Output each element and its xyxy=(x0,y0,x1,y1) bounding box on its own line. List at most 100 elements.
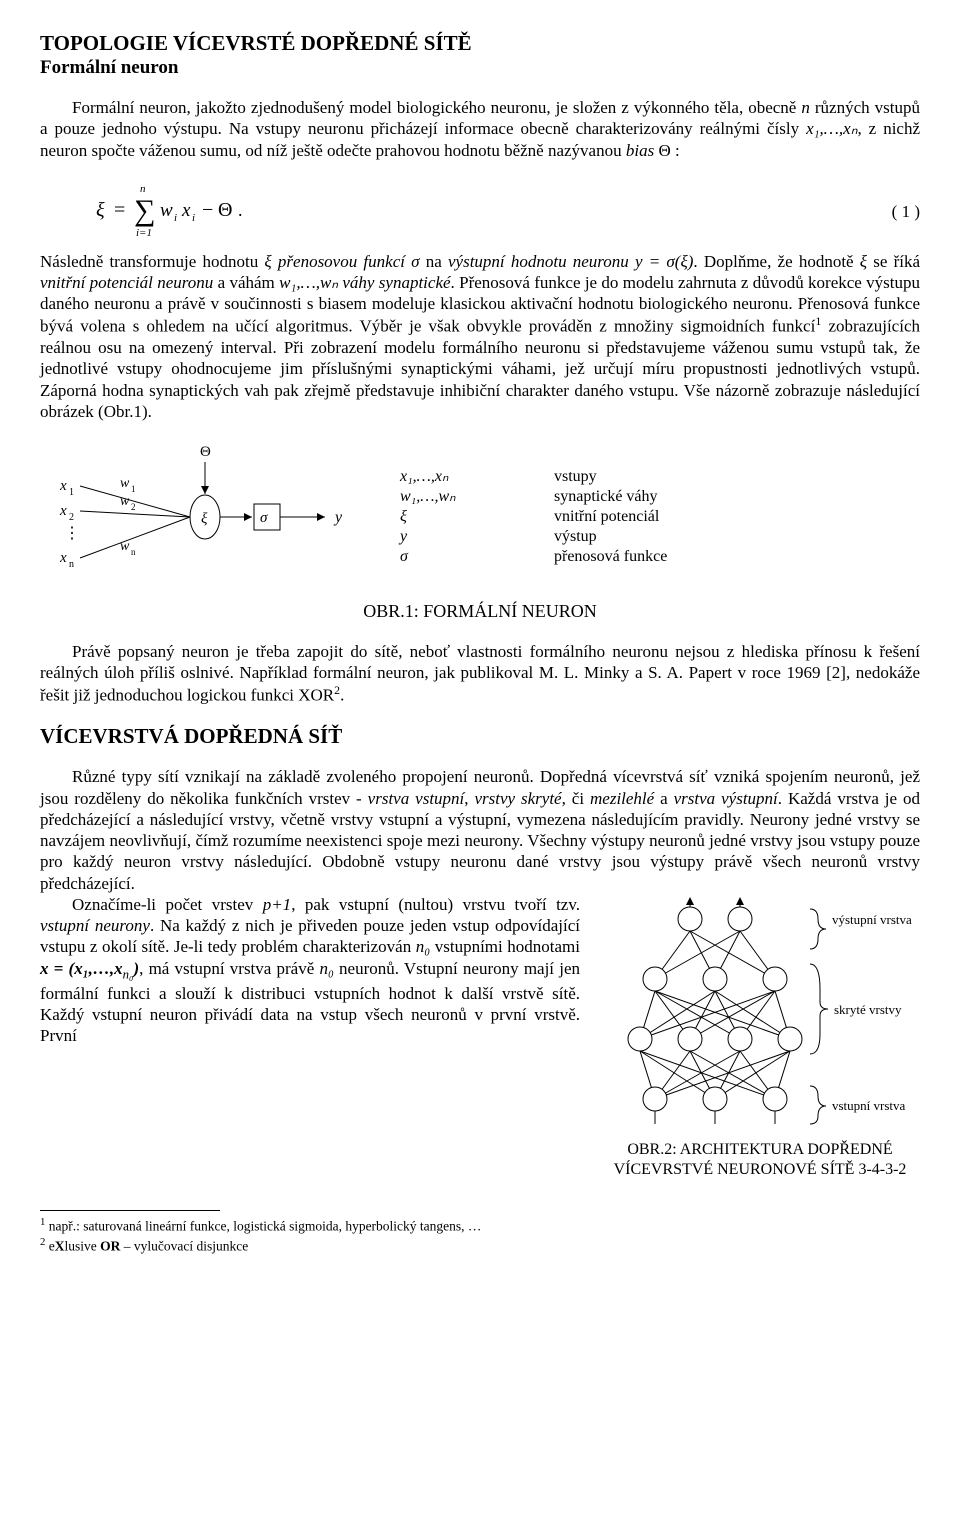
p3-a: Právě popsaný neuron je třeba zapojit do… xyxy=(40,642,920,705)
fn2-e: – vylučovací disjunkce xyxy=(120,1239,248,1254)
svg-text:n: n xyxy=(140,183,146,195)
svg-text:1: 1 xyxy=(131,484,136,494)
fig2-cap-a: OBR.2: ARCHITEKTURA DOPŘEDNÉ xyxy=(627,1141,892,1158)
p2-h: a váhám xyxy=(213,273,279,292)
p2-w: w₁,…,wₙ xyxy=(279,273,338,292)
main-title: TOPOLOGIE VÍCEVRSTÉ DOPŘEDNÉ SÍTĚ xyxy=(40,30,920,56)
sub-title: Formální neuron xyxy=(40,56,920,80)
p2-g: se říká xyxy=(867,252,920,271)
footnote-2: 2 eXlusive OR – vylučovací disjunkce xyxy=(40,1235,920,1255)
fn1-text: např.: saturovaná lineární funkce, logis… xyxy=(49,1219,482,1234)
footnote-1: 1 např.: saturovaná lineární funkce, log… xyxy=(40,1215,920,1235)
p2-pf: přenosovou funkcí xyxy=(278,252,405,271)
p2-xi: ξ xyxy=(264,252,271,271)
p2-sigma: σ xyxy=(411,252,419,271)
fig2-label-hidden: skryté vrstvy xyxy=(834,1002,902,1017)
p4-i4: vrstva výstupní xyxy=(674,789,778,808)
fig1-neuron-svg: Θ x1 x2 ⋮ xn w1 w2 wn ξ xyxy=(40,442,360,592)
svg-text:2: 2 xyxy=(131,502,136,512)
eq1-svg: ξ = ∑ i=1 n w i x i − Θ . xyxy=(96,178,256,238)
fig1-legend-symbols: x₁,…,xₙ w₁,…,wₙ ξ y σ xyxy=(400,467,520,567)
p4-c: , či xyxy=(562,789,590,808)
p2-vs: váhy synaptické xyxy=(342,273,450,292)
p5-d: vstupními hodnotami xyxy=(430,937,580,956)
p2-f: . Doplňme, že hodnotě xyxy=(693,252,859,271)
fig1-legend-desc: vstupy synaptické váhy vnitřní potenciál… xyxy=(554,467,667,567)
svg-text:2: 2 xyxy=(69,512,74,523)
svg-text:ξ: ξ xyxy=(96,199,105,221)
p5-p: p+1 xyxy=(263,895,291,914)
fig1-caption: OBR.1: FORMÁLNÍ NEURON xyxy=(40,600,920,623)
paragraph-5: Označíme-li počet vrstev p+1, pak vstupn… xyxy=(40,894,580,1047)
fig2-label-in: vstupní vrstva xyxy=(832,1098,906,1113)
svg-text:Θ: Θ xyxy=(200,444,211,460)
p1-a: Formální neuron, jakožto zjednodušený mo… xyxy=(72,98,801,117)
p3-b: . xyxy=(340,686,344,705)
p5-i1: vstupní neurony xyxy=(40,916,150,935)
svg-text:n: n xyxy=(131,547,136,557)
svg-text:x: x xyxy=(59,478,67,494)
paragraph-1: Formální neuron, jakožto zjednodušený mo… xyxy=(40,97,920,161)
col-text: Označíme-li počet vrstev p+1, pak vstupn… xyxy=(40,894,580,1064)
svg-text:n: n xyxy=(69,559,74,570)
svg-text:i=1: i=1 xyxy=(136,227,152,238)
svg-text:σ: σ xyxy=(260,510,268,526)
svg-text:x: x xyxy=(59,550,67,566)
fig2-network-svg: výstupní vrstva skryté vrstvy vstupní vr… xyxy=(600,894,920,1129)
p5-sub: n₀ xyxy=(123,967,134,981)
eq1-body: ξ = ∑ i=1 n w i x i − Θ . xyxy=(40,178,860,245)
svg-text:y: y xyxy=(333,509,343,526)
lg-1-s: w₁,…,wₙ xyxy=(400,488,456,505)
p1-d: Θ : xyxy=(654,141,680,160)
p2-vh: výstupní hodnotu neuronu xyxy=(448,252,629,271)
p4-i3: mezilehlé xyxy=(590,789,654,808)
p5-a: Označíme-li počet vrstev xyxy=(72,895,263,914)
fig2-label-out: výstupní vrstva xyxy=(832,912,912,927)
p4-b: , xyxy=(464,789,474,808)
section2-title: VÍCEVRSTVÁ DOPŘEDNÁ SÍŤ xyxy=(40,723,920,749)
fig2-cap-b: VÍCEVRSTVÉ NEURONOVÉ SÍTĚ 3-4-3-2 xyxy=(614,1161,907,1178)
p2-y: y = σ(ξ) xyxy=(635,252,693,271)
fn2-c: lusive xyxy=(65,1239,101,1254)
paragraph-3: Právě popsaný neuron je třeba zapojit do… xyxy=(40,641,920,706)
page: TOPOLOGIE VÍCEVRSTÉ DOPŘEDNÉ SÍTĚ Formál… xyxy=(0,0,960,1295)
fn2-d: OR xyxy=(100,1239,120,1254)
lg-4-d: přenosová funkce xyxy=(554,547,667,567)
paragraph-4-intro: Různé typy sítí vznikají na základě zvol… xyxy=(40,766,920,894)
svg-text:w: w xyxy=(120,494,130,509)
lg-2-s: ξ xyxy=(400,508,407,525)
svg-text:x: x xyxy=(59,503,67,519)
p2-d: na xyxy=(420,252,448,271)
footnote-rule xyxy=(40,1210,220,1211)
p5-e: , má vstupní vrstva právě xyxy=(139,959,319,978)
two-column-wrap: Označíme-li počet vrstev p+1, pak vstupn… xyxy=(40,894,920,1180)
p1-bias: bias xyxy=(626,141,654,160)
lg-0-s: x₁,…,xₙ xyxy=(400,468,448,485)
figure-1: Θ x1 x2 ⋮ xn w1 w2 wn ξ xyxy=(40,442,920,623)
lg-4-s: σ xyxy=(400,548,408,565)
p4-i2: vrstvy skryté xyxy=(474,789,561,808)
p5-n0b: n₀ xyxy=(319,959,333,978)
svg-text:i: i xyxy=(174,212,177,224)
lg-2-d: vnitřní potenciál xyxy=(554,507,667,527)
svg-text:x: x xyxy=(181,200,191,221)
fn2-b: X xyxy=(55,1239,65,1254)
svg-text:∑: ∑ xyxy=(134,194,155,227)
svg-text:−: − xyxy=(202,199,213,221)
svg-text:⋮: ⋮ xyxy=(64,525,80,542)
p5-n0a: n₀ xyxy=(416,937,430,956)
fig2-caption: OBR.2: ARCHITEKTURA DOPŘEDNÉ VÍCEVRSTVÉ … xyxy=(600,1140,920,1180)
svg-text:ξ: ξ xyxy=(201,511,208,527)
p4-d: a xyxy=(654,789,673,808)
equation-1: ξ = ∑ i=1 n w i x i − Θ . ( 1 ) xyxy=(40,178,920,245)
p5-x: x = (x₁,…,x xyxy=(40,959,123,978)
svg-text:Θ: Θ xyxy=(218,199,232,221)
svg-text:i: i xyxy=(192,212,195,224)
p1-n: n xyxy=(801,98,810,117)
lg-0-d: vstupy xyxy=(554,467,667,487)
p2-xi2: ξ xyxy=(860,252,867,271)
paragraph-2: Následně transformuje hodnotu ξ přenosov… xyxy=(40,251,920,423)
svg-text:w: w xyxy=(160,200,173,221)
p1-x: x₁,…,xₙ xyxy=(806,119,857,138)
p5-b: , pak vstupní (nultou) vrstvu tvoří tzv. xyxy=(291,895,580,914)
